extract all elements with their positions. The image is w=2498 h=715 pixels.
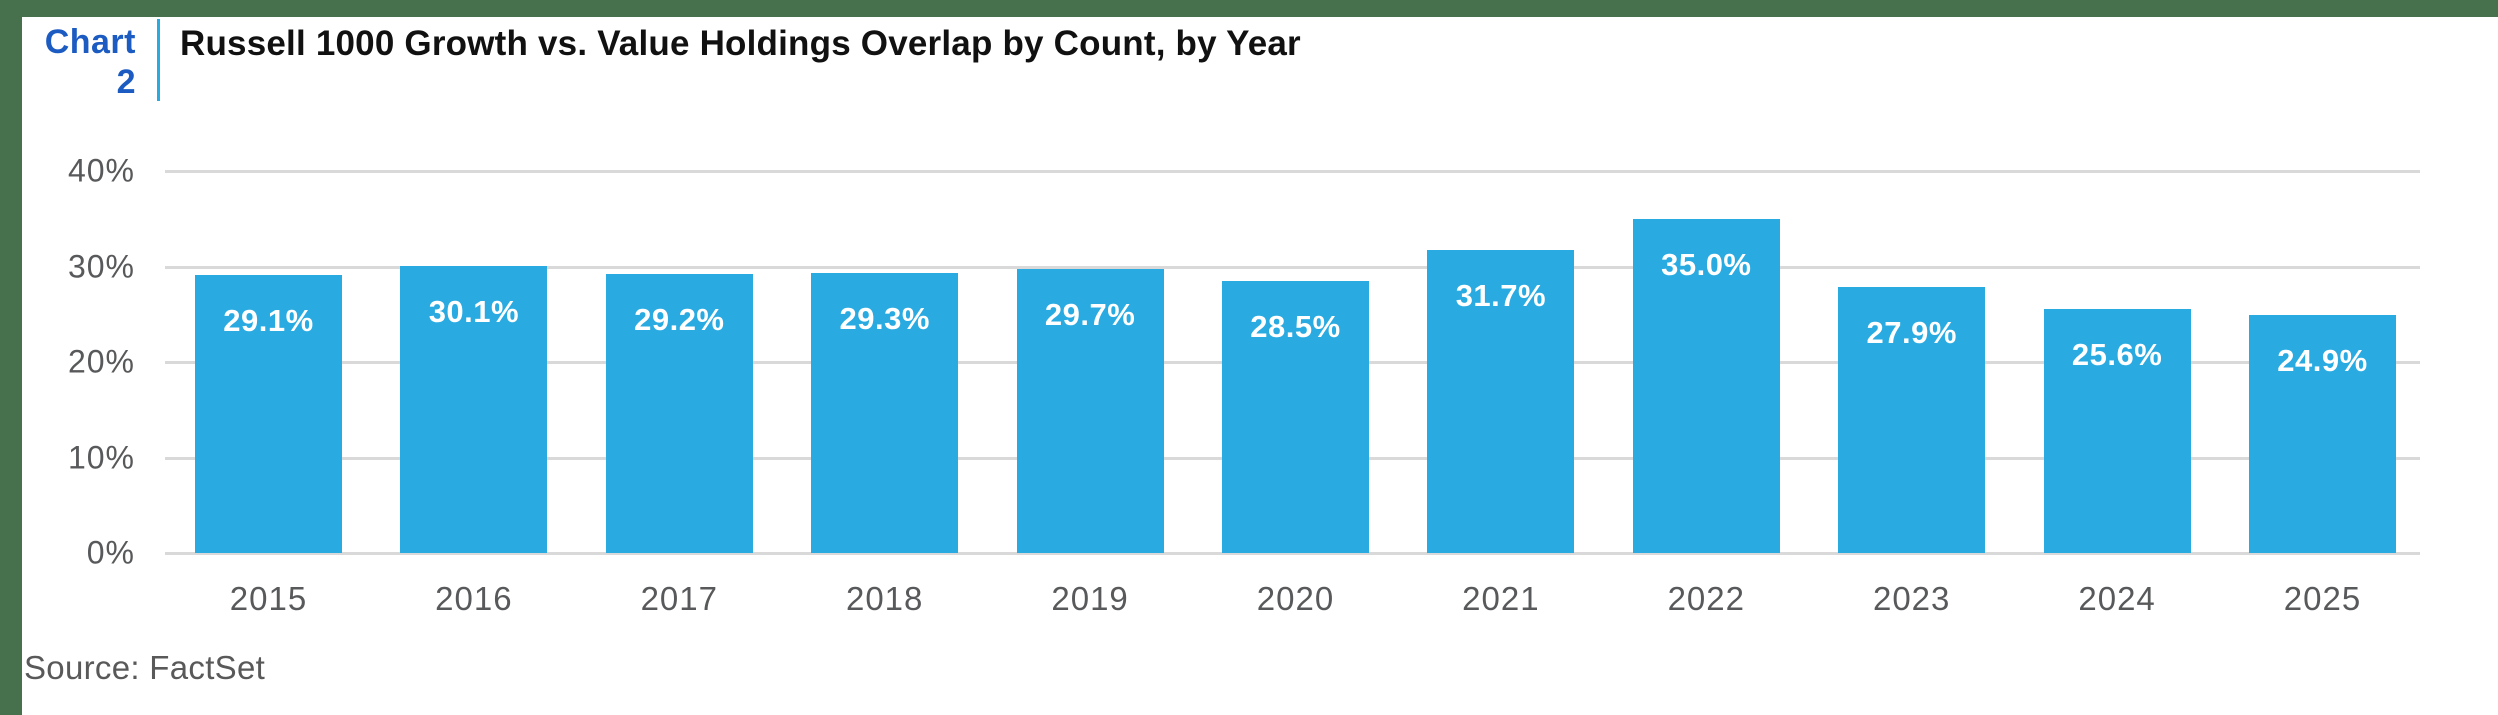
x-axis-category-label: 2015 <box>229 580 308 617</box>
bar: 35.0% <box>1632 218 1780 553</box>
x-axis-category-label: 2023 <box>1872 580 1951 617</box>
bar-value-label: 35.0% <box>1661 246 1752 282</box>
gridline <box>165 265 2420 269</box>
bar-value-label: 28.5% <box>1250 308 1341 344</box>
chart-number-line2: 2 <box>116 63 136 101</box>
header-divider <box>157 19 160 101</box>
y-axis-tick-label: 10% <box>67 439 135 475</box>
chart-number-label: Chart 2 <box>44 17 136 102</box>
chart-header: Chart 2 Russell 1000 Growth vs. Value Ho… <box>44 17 1301 102</box>
bar-value-label: 31.7% <box>1455 278 1547 314</box>
bar: 29.2% <box>605 274 753 553</box>
x-axis-category-label: 2020 <box>1256 580 1335 617</box>
bar: 29.1% <box>195 275 342 553</box>
bar-value-label: 27.9% <box>1866 314 1957 350</box>
gridline <box>165 552 2420 555</box>
bar-value-label: 24.9% <box>2277 343 2368 379</box>
bar-value-label: 29.2% <box>634 302 725 338</box>
x-axis-category-label: 2021 <box>1462 580 1540 617</box>
bar-value-label: 29.1% <box>223 303 314 339</box>
x-axis-category-label: 2016 <box>435 580 513 617</box>
x-axis-category-label: 2025 <box>2283 580 2362 617</box>
bar-value-label: 30.1% <box>428 293 520 329</box>
bar: 30.1% <box>400 265 548 553</box>
y-axis-tick-label: 40% <box>67 152 135 189</box>
x-axis-category-label: 2018 <box>845 580 924 617</box>
bar-value-label: 29.3% <box>839 301 930 337</box>
bar: 28.5% <box>1222 280 1369 553</box>
y-axis-tick-label: 20% <box>67 343 135 380</box>
chart-number-line1: Chart <box>44 23 136 61</box>
bar: 29.3% <box>811 273 959 553</box>
source-note: Source: FactSet <box>24 649 266 686</box>
bar: 27.9% <box>1838 286 1986 553</box>
bar: 31.7% <box>1427 250 1575 553</box>
bar-value-label: 25.6% <box>2071 336 2163 372</box>
y-axis-tick-label: 30% <box>67 248 135 284</box>
x-axis-category-label: 2017 <box>640 580 718 617</box>
gridline <box>165 170 2420 173</box>
y-axis-tick-label: 0% <box>86 534 135 571</box>
bar: 24.9% <box>2249 315 2396 553</box>
bar: 25.6% <box>2043 308 2191 553</box>
x-axis-category-label: 2024 <box>2078 580 2156 617</box>
x-axis-category-label: 2022 <box>1667 580 1745 617</box>
bar-value-label: 29.7% <box>1044 297 1136 333</box>
bar: 29.7% <box>1016 269 1164 553</box>
bar-chart: 40% 30% 20% 10% 0% 29.1% 2015 30.1% 2016 29.2% 20… <box>22 17 2498 715</box>
chart-title: Russell 1000 Growth vs. Value Holdings O… <box>180 24 1301 63</box>
x-axis-category-label: 2019 <box>1051 580 1129 617</box>
